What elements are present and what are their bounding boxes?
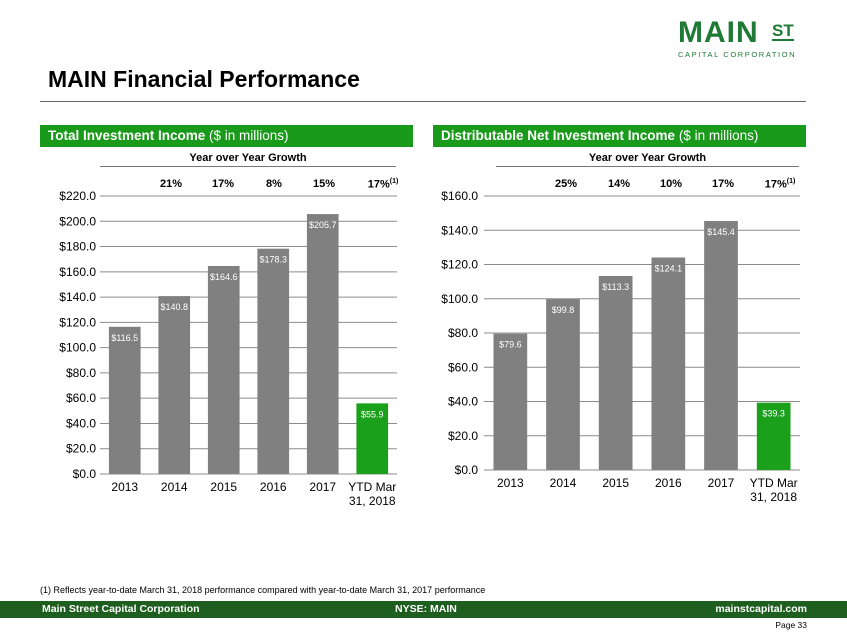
y-tick-label: $20.0 [66, 442, 96, 456]
footer-website: mainstcapital.com [715, 603, 807, 615]
bar-value-label: $164.6 [210, 272, 238, 282]
growth-value: 8% [266, 178, 282, 190]
x-tick-label: 2016 [655, 476, 682, 490]
y-tick-label: $80.0 [448, 326, 478, 340]
panel-header-units: ($ in millions) [675, 128, 759, 143]
bar [598, 275, 633, 470]
bar-value-label: $99.8 [552, 305, 575, 315]
growth-value: 15% [312, 178, 336, 190]
yoy-divider [100, 166, 396, 167]
y-tick-label: $200.0 [59, 214, 96, 228]
x-tick-label: YTD Mar 31, 2018 [750, 476, 798, 504]
logo-st-text: ST [772, 21, 794, 41]
x-tick-label: 2017 [309, 480, 336, 494]
x-tick-label: 2016 [260, 480, 287, 494]
x-tick-label: 2014 [550, 476, 577, 490]
growth-value: 14% [607, 178, 631, 190]
y-tick-label: $140.0 [59, 290, 96, 304]
panel-header-total-investment-income: Total Investment Income ($ in millions) [40, 125, 413, 147]
y-tick-label: $40.0 [66, 416, 96, 430]
panel-header-units: ($ in millions) [205, 128, 289, 143]
bar [546, 299, 580, 470]
bar [493, 333, 528, 470]
y-tick-label: $120.0 [59, 315, 96, 329]
bar-value-label: $145.4 [707, 227, 735, 237]
x-tick-label: YTD Mar 31, 2018 [348, 480, 396, 508]
x-tick-label: 2015 [602, 476, 629, 490]
logo-subtitle: CAPITAL CORPORATION [678, 50, 797, 59]
bar [257, 248, 290, 474]
x-tick-label: 2015 [210, 480, 237, 494]
growth-value: 21% [159, 178, 183, 190]
y-tick-label: $60.0 [448, 360, 478, 374]
panel-header-title: Distributable Net Investment Income [441, 128, 676, 143]
growth-value: 17% [211, 178, 235, 190]
y-tick-label: $160.0 [441, 189, 478, 203]
y-tick-label: $20.0 [448, 429, 478, 443]
x-tick-label: 2013 [111, 480, 138, 494]
footnote: (1) Reflects year-to-date March 31, 2018… [40, 585, 486, 595]
page-title: MAIN Financial Performance [48, 66, 360, 92]
y-tick-label: $0.0 [73, 467, 97, 481]
bar-value-label: $39.3 [762, 409, 785, 419]
company-logo: MAIN ST CAPITAL CORPORATION [672, 18, 822, 62]
x-tick-label: 2013 [497, 476, 524, 490]
footnote-marker: (1) [786, 178, 796, 185]
growth-value: 25% [554, 178, 578, 190]
panel-header-distributable-nii: Distributable Net Investment Income ($ i… [433, 125, 806, 147]
yoy-growth-label: Year over Year Growth [189, 152, 307, 164]
bar-value-label: $79.6 [499, 340, 522, 350]
bar [207, 266, 240, 474]
bar-value-label: $55.9 [361, 409, 384, 419]
y-tick-label: $220.0 [59, 189, 96, 203]
y-tick-label: $100.0 [441, 292, 478, 306]
y-tick-label: $160.0 [59, 265, 96, 279]
y-tick-label: $180.0 [59, 240, 96, 254]
footer-company: Main Street Capital Corporation [42, 603, 200, 615]
footnote-marker: (1) [389, 178, 399, 185]
bar-value-label: $124.1 [655, 263, 683, 273]
bar [651, 257, 686, 470]
bar [704, 221, 738, 470]
yoy-divider [496, 166, 799, 167]
bar [108, 326, 141, 474]
bar [356, 403, 389, 474]
footer-ticker: NYSE: MAIN [395, 603, 457, 615]
y-tick-label: $0.0 [455, 463, 479, 477]
page-number: Page 33 [775, 620, 807, 630]
bar-value-label: $116.5 [111, 333, 138, 343]
panel-header-title: Total Investment Income [48, 128, 206, 143]
growth-value: 17%(1) [764, 178, 796, 191]
bar [756, 402, 791, 470]
y-tick-label: $40.0 [448, 395, 478, 409]
bar [158, 296, 191, 474]
footer-bar: Main Street Capital Corporation NYSE: MA… [0, 601, 847, 618]
bar-value-label: $178.3 [259, 255, 287, 265]
bar-value-label: $113.3 [602, 282, 629, 292]
x-tick-label: 2017 [708, 476, 735, 490]
growth-value: 10% [659, 178, 683, 190]
growth-value: 17%(1) [367, 178, 399, 191]
bar-value-label: $140.8 [160, 302, 188, 312]
yoy-growth-label: Year over Year Growth [588, 152, 707, 164]
bar-value-label: $205.7 [309, 220, 337, 230]
y-tick-label: $140.0 [441, 223, 478, 237]
growth-value: 17% [711, 178, 735, 190]
bar [306, 214, 339, 474]
y-tick-label: $120.0 [441, 258, 478, 272]
y-tick-label: $100.0 [59, 341, 96, 355]
x-tick-label: 2014 [161, 480, 188, 494]
y-tick-label: $60.0 [66, 391, 96, 405]
logo-main-text: MAIN [678, 16, 759, 49]
y-tick-label: $80.0 [66, 366, 96, 380]
title-divider [40, 101, 806, 102]
